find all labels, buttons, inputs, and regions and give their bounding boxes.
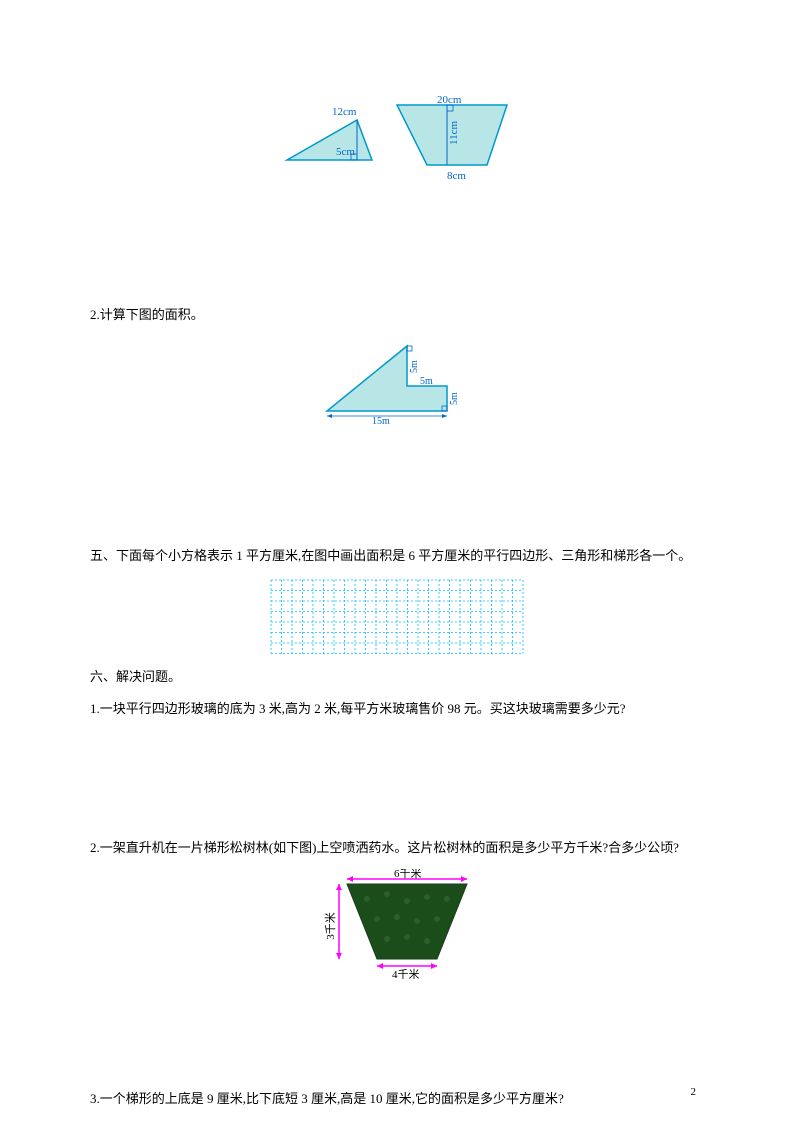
section6-q3: 3.一个梯形的上底是 9 厘米,比下底短 3 厘米,高是 10 厘米,它的面积是… <box>90 1087 704 1110</box>
forest-left-label: 3千米 <box>324 913 337 941</box>
forest-trapezoid-figure: 6千米 3千米 4千米 <box>90 869 704 979</box>
comp-bottom-label: 15m <box>372 416 390 426</box>
section6-title: 六、解决问题。 <box>90 665 704 688</box>
trap-height-label: 11cm <box>448 121 460 145</box>
trap-bottom-label: 8cm <box>447 170 466 182</box>
figure-triangle-trapezoid: 12cm 5cm 20cm 11cm 8cm <box>90 95 704 185</box>
grid-figure <box>90 578 704 656</box>
triangle-height-label: 5cm <box>336 146 355 158</box>
figure-composite: 5m 5m 5m 15m <box>90 336 704 426</box>
comp-h1-label: 5m <box>420 376 433 387</box>
section6-q2: 2.一架直升机在一片梯形松树林(如下图)上空喷洒药水。这片松树林的面积是多少平方… <box>90 836 704 859</box>
trap-top-label: 20cm <box>437 95 462 106</box>
triangle-top-label: 12cm <box>332 106 357 118</box>
q2-text: 2.计算下图的面积。 <box>90 303 704 326</box>
section6-q1: 1.一块平行四边形玻璃的底为 3 米,高为 2 米,每平方米玻璃售价 98 元。… <box>90 697 704 720</box>
comp-v2-label: 5m <box>449 392 460 405</box>
section5-text: 五、下面每个小方格表示 1 平方厘米,在图中画出面积是 6 平方厘米的平行四边形… <box>90 544 704 567</box>
forest-bottom-label: 4千米 <box>392 968 420 979</box>
forest-top-label: 6千米 <box>394 869 422 880</box>
page-number: 2 <box>691 1086 697 1098</box>
comp-v1-label: 5m <box>409 360 420 373</box>
